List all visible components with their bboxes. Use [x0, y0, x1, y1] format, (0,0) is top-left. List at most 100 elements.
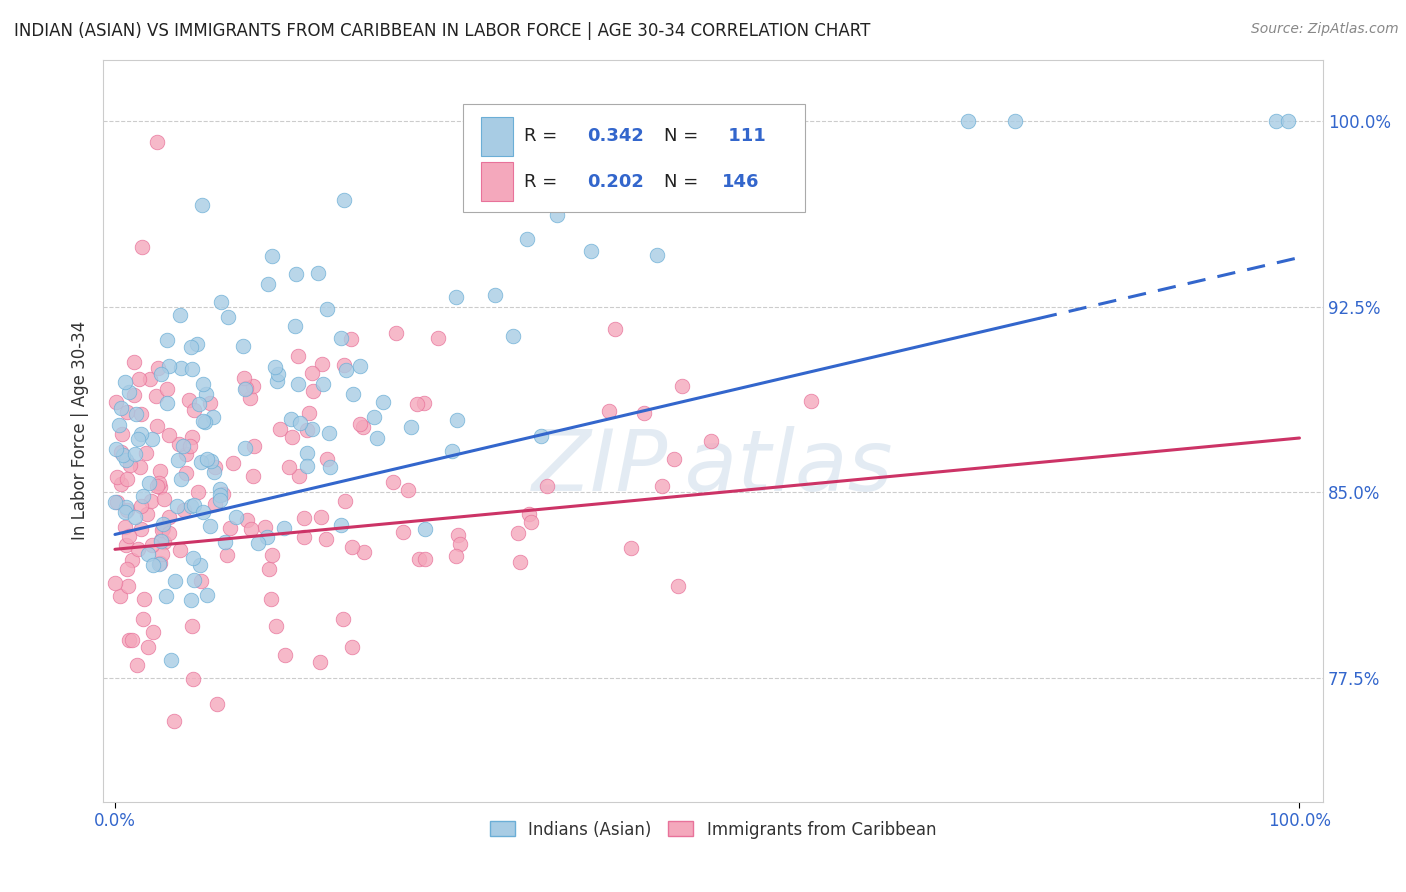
Point [107, 418, 129, 433]
Point [319, 460, 342, 475]
Point [146, 479, 169, 493]
Point [309, 655, 332, 669]
Point [267, 367, 290, 381]
Point [530, 428, 553, 442]
Point [287, 468, 309, 483]
Point [136, 640, 159, 654]
Text: R =: R = [524, 173, 562, 191]
Text: ZIP atlas: ZIP atlas [533, 426, 894, 509]
Point [412, 396, 434, 410]
Point [183, 403, 205, 417]
FancyBboxPatch shape [463, 104, 804, 211]
Point [633, 407, 655, 421]
Point [217, 310, 239, 325]
Point [172, 439, 194, 453]
Point [194, 416, 217, 430]
Point [131, 612, 153, 626]
Point [253, 520, 276, 534]
Point [349, 359, 371, 374]
Point [110, 401, 132, 415]
Point [204, 497, 226, 511]
Point [385, 326, 408, 341]
Point [145, 389, 167, 403]
FancyBboxPatch shape [481, 162, 513, 201]
Point [1277, 114, 1299, 128]
Point [240, 522, 263, 536]
Point [392, 525, 415, 540]
Point [284, 267, 307, 281]
Point [129, 499, 152, 513]
Point [508, 526, 530, 541]
Point [170, 361, 193, 376]
Point [316, 451, 339, 466]
Point [292, 530, 315, 544]
Point [257, 561, 280, 575]
Point [152, 521, 174, 535]
Point [235, 381, 257, 395]
Point [115, 538, 138, 552]
Point [209, 488, 232, 502]
Point [128, 459, 150, 474]
Point [146, 419, 169, 434]
Point [517, 508, 540, 522]
Point [148, 557, 170, 571]
Point [166, 499, 188, 513]
Point [620, 541, 643, 556]
Point [127, 541, 149, 556]
Point [136, 507, 159, 521]
Point [121, 632, 143, 647]
Point [125, 407, 148, 421]
Point [179, 438, 201, 452]
Point [280, 412, 302, 426]
Point [700, 434, 723, 449]
Point [136, 547, 159, 561]
Point [115, 503, 138, 517]
Point [315, 532, 337, 546]
Point [301, 384, 323, 398]
Point [269, 422, 291, 436]
Point [301, 366, 323, 380]
Point [301, 422, 323, 436]
Point [157, 526, 180, 541]
Point [288, 416, 311, 430]
Text: INDIAN (ASIAN) VS IMMIGRANTS FROM CARIBBEAN IN LABOR FORCE | AGE 30-34 CORRELATI: INDIAN (ASIAN) VS IMMIGRANTS FROM CARIBB… [14, 22, 870, 40]
Point [156, 333, 179, 347]
Point [181, 362, 204, 376]
Point [169, 309, 191, 323]
Point [121, 552, 143, 566]
Point [366, 431, 388, 445]
Point [235, 382, 257, 396]
Point [180, 340, 202, 354]
Point [647, 248, 669, 262]
Point [152, 516, 174, 531]
Point [262, 249, 284, 263]
Point [118, 633, 141, 648]
Point [256, 530, 278, 544]
Point [264, 619, 287, 633]
Point [233, 370, 256, 384]
Point [110, 589, 132, 603]
Point [546, 208, 568, 222]
Point [131, 240, 153, 254]
Point [295, 424, 318, 438]
Point [149, 533, 172, 548]
Point [181, 672, 204, 686]
Point [150, 523, 173, 537]
Point [440, 444, 463, 458]
Point [426, 331, 449, 345]
Point [246, 536, 269, 550]
Point [129, 407, 152, 421]
Point [148, 476, 170, 491]
Point [371, 394, 394, 409]
Point [150, 547, 173, 561]
Point [295, 446, 318, 460]
Point [520, 516, 543, 530]
Point [318, 426, 340, 441]
Point [297, 459, 319, 474]
Point [105, 470, 128, 484]
Point [598, 404, 620, 418]
Y-axis label: In Labor Force | Age 30-34: In Labor Force | Age 30-34 [72, 321, 89, 541]
Point [134, 592, 156, 607]
Point [105, 495, 128, 509]
Point [413, 522, 436, 536]
